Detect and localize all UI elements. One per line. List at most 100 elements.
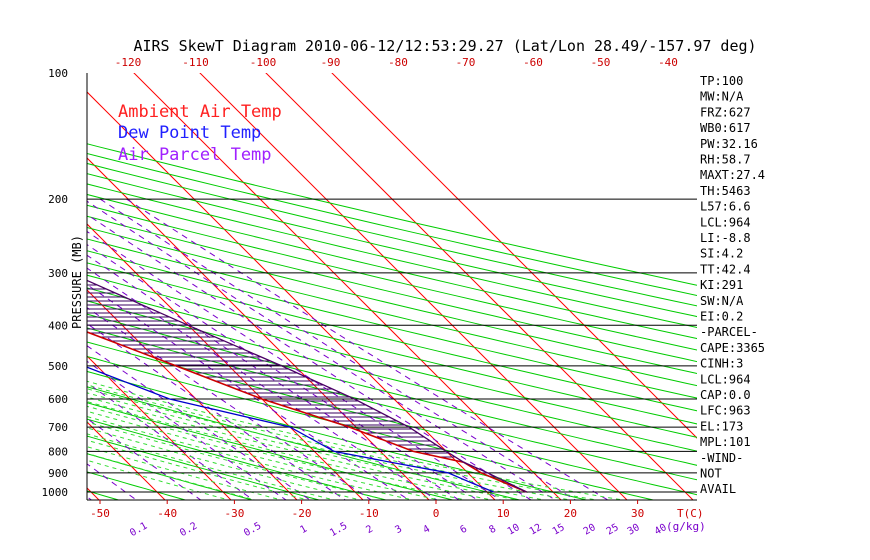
top-temp-tick-label: -110: [182, 56, 209, 69]
index-item: TT:42.4: [700, 262, 751, 276]
top-temp-tick-label: -120: [115, 56, 142, 69]
index-item: TP:100: [700, 74, 743, 88]
dry-adiabat-line: [87, 162, 697, 307]
top-temp-tick-label: -100: [250, 56, 277, 69]
dry-adiabat-line: [87, 355, 656, 500]
pressure-tick-label: 100: [48, 67, 68, 80]
isotherm-line: [331, 73, 697, 439]
index-item: SI:4.2: [700, 247, 743, 261]
bottom-temp-tick-label: -20: [292, 507, 312, 520]
bottom-temp-tick-label: 30: [631, 507, 644, 520]
isotherm-line: [0, 32, 42, 509]
mixing-ratio-line: [87, 243, 479, 500]
moist-adiabat-line: [87, 421, 389, 500]
index-item: CINH:3: [700, 357, 743, 371]
moist-adiabat-line: [87, 396, 521, 500]
dry-adiabat-line: [87, 435, 321, 500]
pressure-tick-label: 700: [48, 421, 68, 434]
mixing-ratio-line: [87, 230, 502, 500]
pressure-tick-label: 400: [48, 319, 68, 332]
dry-adiabat-line: [87, 418, 388, 500]
index-item: -PARCEL-: [700, 325, 758, 339]
mixing-ratio-line: [87, 267, 438, 500]
mixing-ratio-label: 40: [653, 522, 669, 538]
parcel-temp-line: [87, 279, 527, 493]
index-item: EL:173: [700, 419, 743, 433]
dry-adiabat-line: [87, 471, 188, 500]
bottom-temp-tick-label: -40: [157, 507, 177, 520]
mixing-ratio-label: 1.5: [328, 521, 349, 540]
index-item: RH:58.7: [700, 153, 751, 167]
moist-adiabat-line: [87, 410, 442, 500]
mixing-ratio-line: [126, 198, 609, 500]
mixing-ratio-label: 2: [364, 524, 375, 537]
dry-adiabat-line: [0, 73, 15, 509]
moist-adiabat-line: [87, 459, 231, 500]
mixing-ratio-label: 0.1: [128, 521, 149, 540]
pressure-tick-label: 1000: [42, 486, 69, 499]
mixing-ratio-label: 4: [421, 524, 432, 537]
index-item: NOT: [700, 467, 722, 481]
mixing-ratio-line: [87, 306, 373, 500]
pressure-tick-label: 300: [48, 267, 68, 280]
top-temp-tick-label: -80: [388, 56, 408, 69]
index-item: L57:6.6: [700, 200, 751, 214]
index-item: CAPE:3365: [700, 341, 765, 355]
bottom-temp-tick-label: -10: [359, 507, 379, 520]
top-temp-tick-label: -90: [321, 56, 341, 69]
dry-adiabat-line: [87, 193, 697, 340]
index-item: LCL:964: [700, 372, 751, 386]
dewpoint-temp-line: [87, 366, 494, 493]
pressure-tick-label: 500: [48, 360, 68, 373]
mixing-ratio-unit: (g/kg): [666, 520, 706, 533]
legend-ambient: Ambient Air Temp: [118, 102, 282, 122]
temp-unit-label: T(C): [677, 507, 704, 520]
mixing-ratio-line: [87, 254, 460, 500]
bottom-temp-tick-label: -30: [224, 507, 244, 520]
mixing-ratio-label: 8: [487, 524, 498, 537]
index-item: MW:N/A: [700, 90, 744, 104]
index-item: SW:N/A: [700, 294, 744, 308]
y-axis-label: PRESSURE (MB): [70, 235, 84, 329]
index-item: PW:32.16: [700, 137, 758, 151]
bottom-temp-tick-label: 20: [564, 507, 577, 520]
moist-adiabat-line: [87, 401, 495, 500]
top-temp-tick-label: -70: [456, 56, 476, 69]
dry-adiabat-line: [87, 226, 697, 374]
isotherm-line: [87, 421, 166, 500]
moist-adiabat-line: [87, 384, 600, 500]
index-item: FRZ:627: [700, 105, 751, 119]
moist-adiabat-line: [87, 446, 284, 500]
index-item: MAXT:27.4: [700, 168, 765, 182]
index-item: CAP:0.0: [700, 388, 751, 402]
legend-dewpoint: Dew Point Temp: [118, 123, 261, 143]
bottom-temp-tick-label: -50: [90, 507, 110, 520]
mixing-ratio-label: 1: [298, 524, 309, 537]
ambient-temp-line: [87, 331, 527, 493]
moist-adiabat-line: [87, 388, 573, 500]
mixing-ratio-label: 30: [626, 522, 642, 538]
dry-adiabat-line: [87, 238, 697, 387]
index-item: WB0:617: [700, 121, 751, 135]
dry-adiabat-line: [87, 250, 697, 399]
mixing-ratio-label: 15: [551, 522, 567, 538]
dry-adiabat-line: [87, 143, 697, 286]
mixing-ratio-line: [87, 284, 410, 500]
top-temp-tick-label: -50: [591, 56, 611, 69]
pressure-tick-label: 800: [48, 445, 68, 458]
index-item: LFC:963: [700, 404, 751, 418]
legend-parcel: Air Parcel Temp: [118, 145, 272, 165]
mixing-ratio-label: 3: [393, 524, 404, 537]
mixing-ratio-label: 10: [506, 522, 522, 538]
index-item: MPL:101: [700, 435, 751, 449]
chart-title: AIRS SkewT Diagram 2010-06-12/12:53:29.2…: [133, 37, 756, 55]
bottom-temp-tick-label: 10: [497, 507, 510, 520]
index-item: LCL:964: [700, 215, 751, 229]
top-temp-tick-label: -60: [523, 56, 543, 69]
mixing-ratio-label: 6: [458, 524, 469, 537]
moist-adiabat-line: [87, 392, 547, 500]
mixing-ratio-line: [87, 463, 138, 500]
mixing-ratio-label: 25: [605, 522, 621, 538]
